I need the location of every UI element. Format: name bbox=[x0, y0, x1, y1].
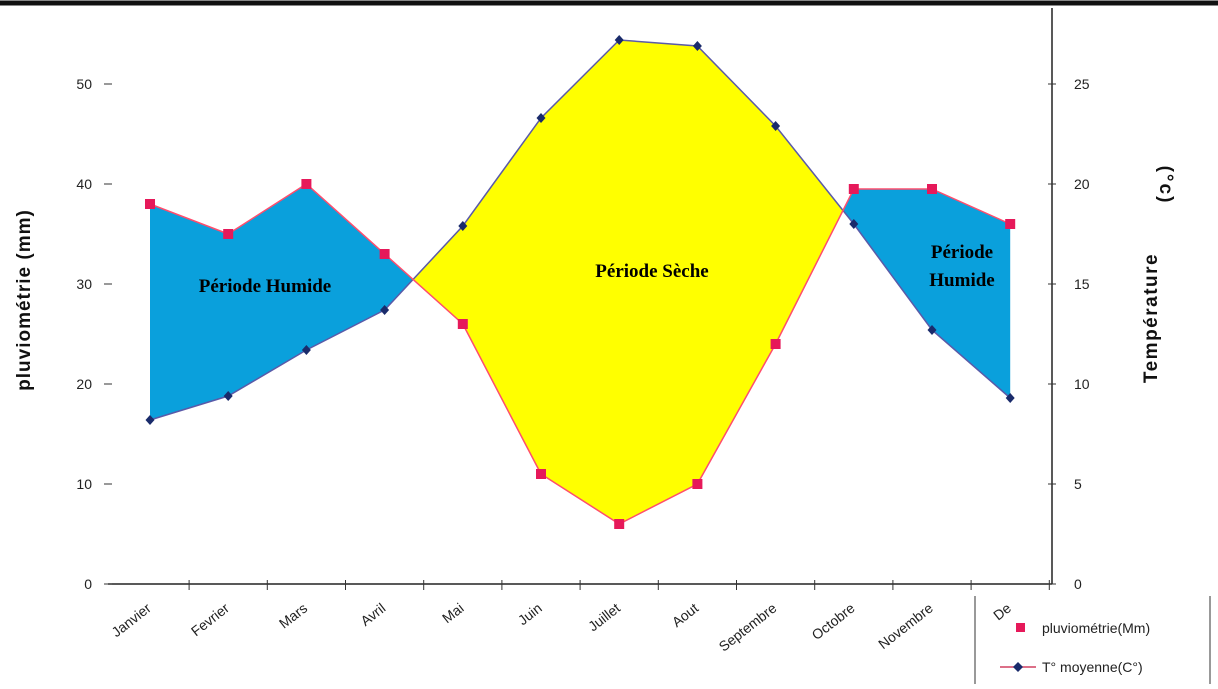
rainfall-point bbox=[692, 479, 702, 489]
wet-period-area bbox=[843, 189, 1010, 398]
x-category-label: Novembre bbox=[875, 600, 936, 652]
left-tick-label: 10 bbox=[76, 476, 92, 492]
right-tick-label: 10 bbox=[1074, 376, 1090, 392]
x-tick-labels: Janvier Fevrier Mars Avril Mai Juin Juillet Aou… bbox=[108, 600, 1014, 655]
right-tick-label: 0 bbox=[1074, 576, 1082, 592]
rainfall-point bbox=[771, 339, 781, 349]
right-tick-label: 15 bbox=[1074, 276, 1090, 292]
x-category-label: Avril bbox=[357, 600, 388, 629]
rainfall-point bbox=[301, 179, 311, 189]
left-tick-label: 40 bbox=[76, 176, 92, 192]
x-category-label: Septembre bbox=[716, 600, 780, 655]
left-tick-label: 0 bbox=[84, 576, 92, 592]
right-axis-title: Température bbox=[1141, 253, 1162, 383]
x-category-label: Janvier bbox=[108, 600, 154, 641]
wet-period-label-right: Humide bbox=[929, 270, 994, 291]
legend-temp-marker bbox=[1013, 662, 1023, 672]
rainfall-point bbox=[849, 184, 859, 194]
right-tick-label: 25 bbox=[1074, 76, 1090, 92]
legend-rain-label: pluviométrie(Mm) bbox=[1042, 620, 1150, 636]
x-category-label: Juin bbox=[515, 600, 545, 628]
left-tick-label: 20 bbox=[76, 376, 92, 392]
x-category-label: Mars bbox=[276, 600, 310, 632]
legend-rain-swatch bbox=[1016, 623, 1025, 632]
wet-period-label-left: Période Humide bbox=[199, 276, 331, 297]
right-tick-label: 5 bbox=[1074, 476, 1082, 492]
x-category-label: Juillet bbox=[585, 600, 623, 635]
right-tick-label: 20 bbox=[1074, 176, 1090, 192]
rainfall-point bbox=[458, 319, 468, 329]
x-category-label: De bbox=[990, 600, 1014, 624]
rainfall-point bbox=[536, 469, 546, 479]
dry-period-area bbox=[413, 40, 843, 524]
x-category-label: Aout bbox=[669, 600, 702, 630]
rainfall-point bbox=[614, 519, 624, 529]
left-axis-title: pluviométrie (mm) bbox=[14, 209, 35, 391]
left-tick-label: 50 bbox=[76, 76, 92, 92]
dry-period-label: Période Sèche bbox=[595, 261, 708, 282]
rainfall-point bbox=[223, 229, 233, 239]
rainfall-point bbox=[380, 249, 390, 259]
legend-temp-label: T° moyenne(C°) bbox=[1042, 659, 1143, 675]
x-category-label: Octobre bbox=[809, 600, 858, 643]
rainfall-point bbox=[927, 184, 937, 194]
right-axis-unit: (°c) bbox=[1155, 166, 1176, 205]
x-category-label: Fevrier bbox=[188, 600, 232, 640]
rainfall-point bbox=[1005, 219, 1015, 229]
wet-period-label-right: Période bbox=[931, 242, 993, 263]
rainfall-point bbox=[145, 199, 155, 209]
left-tick-label: 30 bbox=[76, 276, 92, 292]
x-category-label: Mai bbox=[439, 600, 467, 626]
